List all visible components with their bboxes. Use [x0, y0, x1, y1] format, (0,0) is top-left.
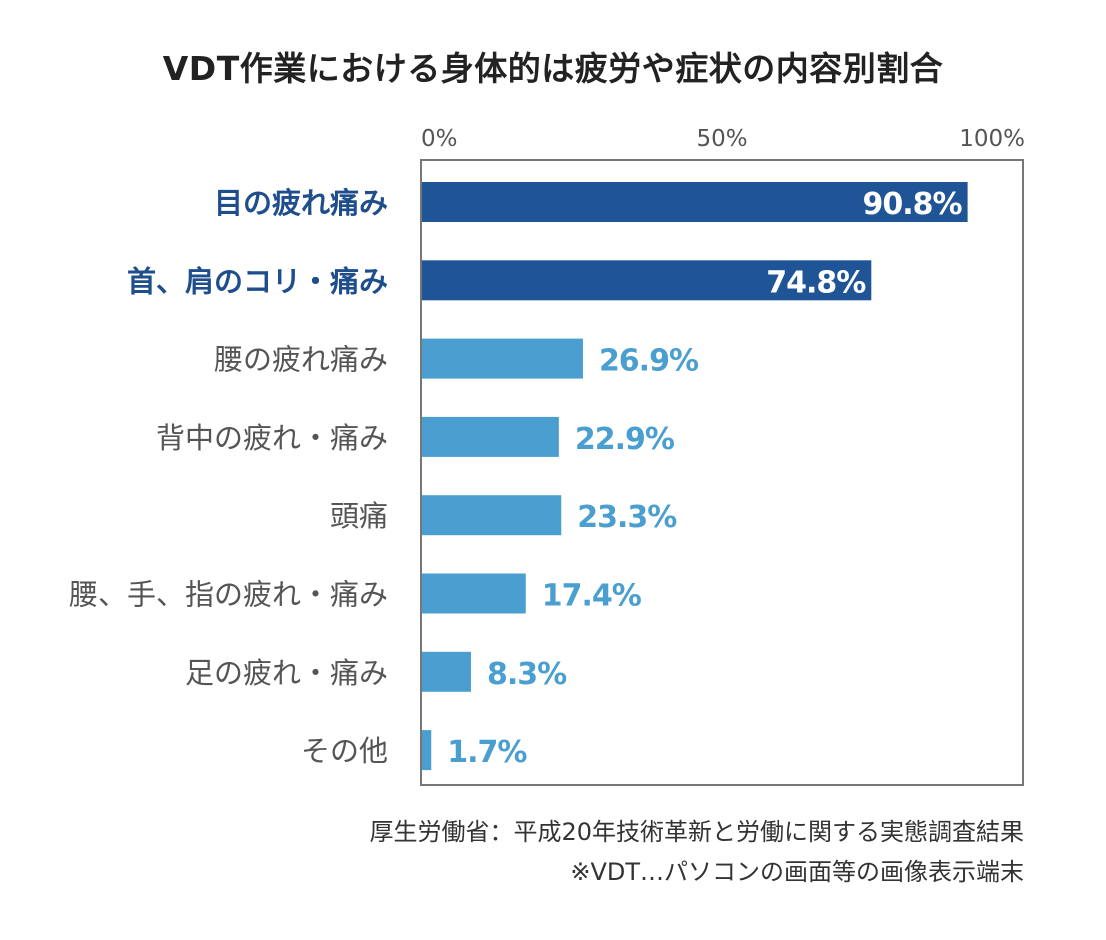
- bar-value-label: 23.3%: [577, 500, 677, 535]
- category-label: 腰の疲れ痛み: [214, 343, 388, 377]
- category-label: 目の疲れ痛み: [214, 186, 388, 220]
- x-tick-label: 50%: [696, 126, 747, 152]
- bar: [422, 651, 471, 692]
- category-label: 足の疲れ・痛み: [185, 656, 388, 690]
- bar-value-label: 8.3%: [487, 657, 567, 692]
- bar-value-label: 17.4%: [542, 579, 642, 614]
- bar: [422, 260, 872, 301]
- bar: [422, 416, 559, 457]
- source-note: 厚生労働省：平成20年技術革新と労働に関する実態調査結果 ※VDT…パソコンの画…: [369, 812, 1024, 892]
- bar-chart: 0% 50% 100% 目の疲れ痛み 90.8% 首、肩のコリ・痛み 74.8% 腰の疲れ痛み…: [69, 126, 1025, 786]
- footnote-text: ※VDT…パソコンの画面等の画像表示端末: [570, 858, 1024, 886]
- plot-frame: [420, 159, 1024, 786]
- category-label: 首、肩のコリ・痛み: [127, 264, 388, 298]
- bar-value-label: 22.9%: [575, 422, 675, 457]
- chart-title: VDT作業における身体的は疲労や症状の内容別割合: [162, 49, 944, 88]
- bar-value-label: 26.9%: [599, 344, 699, 379]
- bar: [422, 182, 968, 222]
- x-tick-label: 100%: [959, 126, 1025, 152]
- bar-value-label: 1.7%: [447, 735, 527, 770]
- bar-value-label: 74.8%: [766, 265, 866, 300]
- bar: [422, 338, 583, 379]
- category-label: その他: [301, 734, 388, 768]
- bar: [422, 495, 562, 536]
- bar: [422, 730, 432, 771]
- bar: [422, 573, 526, 614]
- source-text: 厚生労働省：平成20年技術革新と労働に関する実態調査結果: [369, 818, 1024, 846]
- category-label: 頭痛: [330, 499, 388, 533]
- category-label: 腰、手、指の疲れ・痛み: [69, 578, 388, 612]
- x-tick-label: 0%: [421, 126, 458, 152]
- bar-value-label: 90.8%: [863, 187, 963, 222]
- category-label: 背中の疲れ・痛み: [156, 421, 388, 455]
